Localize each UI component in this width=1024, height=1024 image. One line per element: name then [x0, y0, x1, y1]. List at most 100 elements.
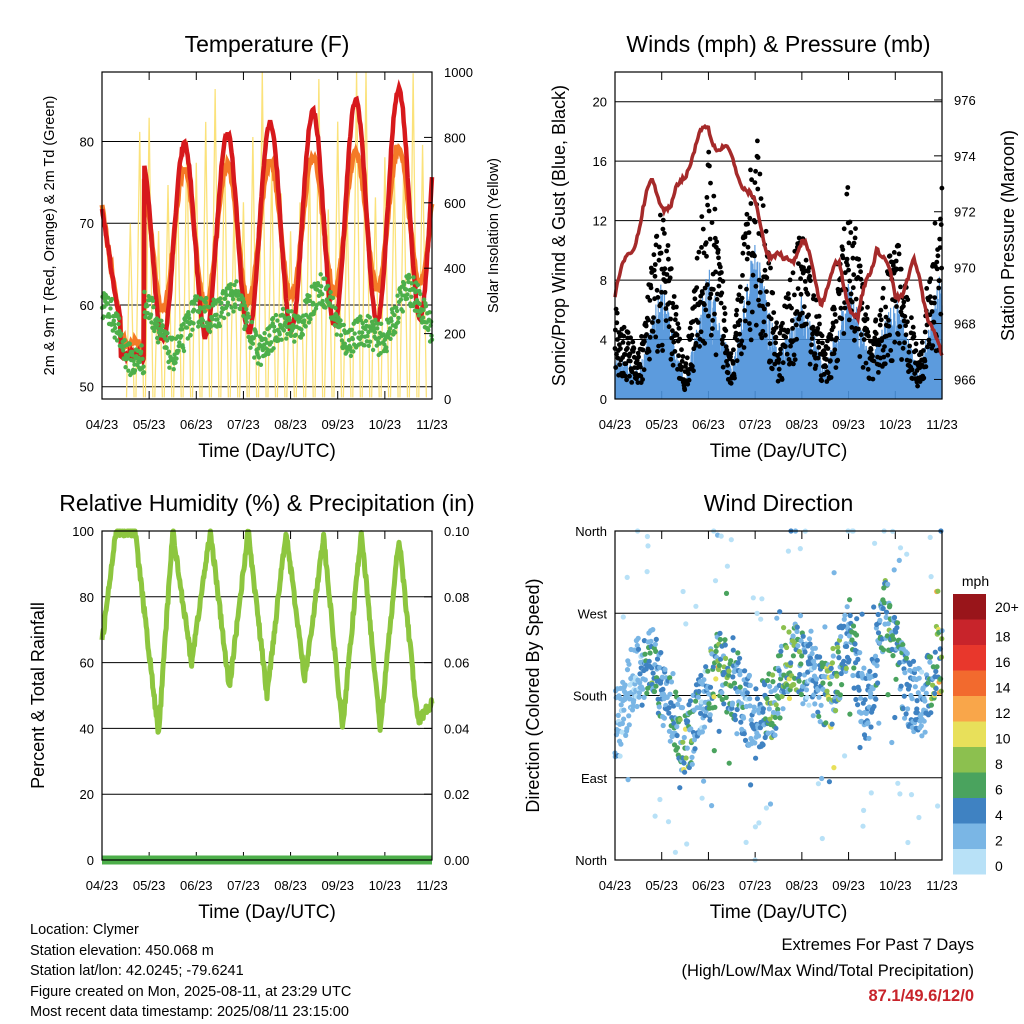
direction-point	[752, 824, 759, 830]
temperature-plot-border	[101, 71, 433, 400]
gust-point	[721, 305, 727, 311]
direction-point	[851, 685, 857, 691]
gust-point	[888, 348, 894, 353]
gust-point	[816, 313, 822, 319]
dewpoint-point	[420, 315, 426, 320]
gust-point	[710, 318, 716, 323]
gust-point	[907, 358, 913, 364]
gust-point	[877, 322, 883, 328]
direction-point	[921, 718, 927, 724]
gust-point	[780, 360, 786, 366]
gust-point	[759, 335, 765, 341]
gust-point	[690, 363, 695, 369]
direction-point	[652, 813, 658, 819]
direction-point	[634, 703, 640, 710]
gust-point	[663, 306, 669, 311]
direction-point	[660, 722, 666, 729]
gust-point	[639, 334, 644, 339]
dewpoint-point	[196, 324, 201, 329]
direction-point	[835, 644, 841, 650]
direction-point	[906, 683, 913, 689]
recent-timestamp-text: Most recent data timestamp: 2025/08/11 2…	[30, 1004, 349, 1020]
gust-point	[820, 340, 825, 346]
direction-point	[672, 849, 679, 855]
direction-point	[809, 650, 815, 657]
dewpoint-point	[164, 345, 169, 351]
gust-point	[686, 377, 692, 383]
gust-point	[614, 310, 620, 316]
gust-point	[850, 285, 856, 291]
gust-point	[671, 294, 677, 299]
direction-point	[674, 745, 681, 751]
gust-point	[852, 337, 857, 343]
direction-point	[844, 643, 850, 650]
gust-point	[643, 323, 649, 329]
direction-point	[736, 688, 742, 694]
gust-point	[794, 309, 800, 314]
direction-point	[743, 839, 749, 846]
direction-point	[621, 716, 627, 722]
gust-point	[641, 367, 647, 373]
dewpoint-point	[283, 319, 289, 325]
direction-point	[662, 666, 668, 673]
dewpoint-point	[219, 300, 224, 306]
gust-point	[850, 255, 856, 261]
direction-point	[723, 694, 729, 701]
gust-point	[752, 219, 758, 225]
direction-point	[683, 621, 689, 627]
direction-point	[753, 755, 759, 761]
dewpoint-point	[263, 337, 268, 342]
direction-point	[726, 672, 732, 678]
direction-point	[630, 703, 636, 709]
direction-point	[905, 706, 911, 712]
direction-point	[661, 715, 668, 721]
gust-point	[828, 358, 833, 364]
direction-point	[742, 668, 748, 674]
direction-point	[674, 724, 680, 730]
direction-point	[746, 672, 753, 679]
wind_direction-title: Wind Direction	[704, 490, 854, 516]
gust-point	[720, 364, 726, 370]
gust-point	[768, 358, 774, 364]
dewpoint-point	[116, 316, 122, 321]
gust-point	[748, 167, 753, 173]
direction-point	[781, 625, 787, 631]
winds-x-tick-label: 11/23	[926, 417, 958, 432]
direction-point	[706, 701, 712, 707]
direction-point	[874, 663, 880, 669]
gust-point	[762, 267, 768, 273]
gust-point	[913, 348, 919, 354]
gust-point	[783, 334, 789, 340]
gust-point	[768, 316, 774, 322]
direction-point	[687, 698, 694, 704]
gust-point	[704, 282, 710, 288]
dewpoint-point	[279, 337, 284, 342]
gust-point	[725, 370, 731, 376]
dewpoint-point	[202, 305, 207, 310]
dewpoint-point	[282, 315, 288, 321]
dewpoint-point	[427, 310, 432, 315]
dewpoint-point	[215, 317, 220, 322]
gust-point	[856, 326, 861, 332]
gust-point	[810, 324, 816, 330]
direction-point	[620, 614, 626, 620]
dewpoint-point	[311, 309, 317, 314]
direction-point	[853, 696, 859, 703]
gust-point	[937, 278, 942, 284]
dewpoint-point	[112, 322, 117, 327]
direction-point	[649, 665, 655, 671]
direction-point	[735, 650, 741, 656]
direction-point	[717, 630, 723, 637]
direction-point	[893, 629, 899, 635]
direction-point	[676, 697, 682, 703]
dewpoint-point	[231, 309, 236, 314]
temperature-x-tick-label: 09/23	[321, 417, 354, 432]
direction-point	[737, 655, 743, 661]
direction-point	[901, 693, 907, 699]
gust-point	[654, 287, 660, 293]
direction-point	[854, 616, 860, 622]
direction-point	[707, 717, 713, 723]
dewpoint-point	[350, 336, 355, 342]
dewpoint-point	[338, 318, 343, 323]
gust-point	[684, 355, 690, 361]
